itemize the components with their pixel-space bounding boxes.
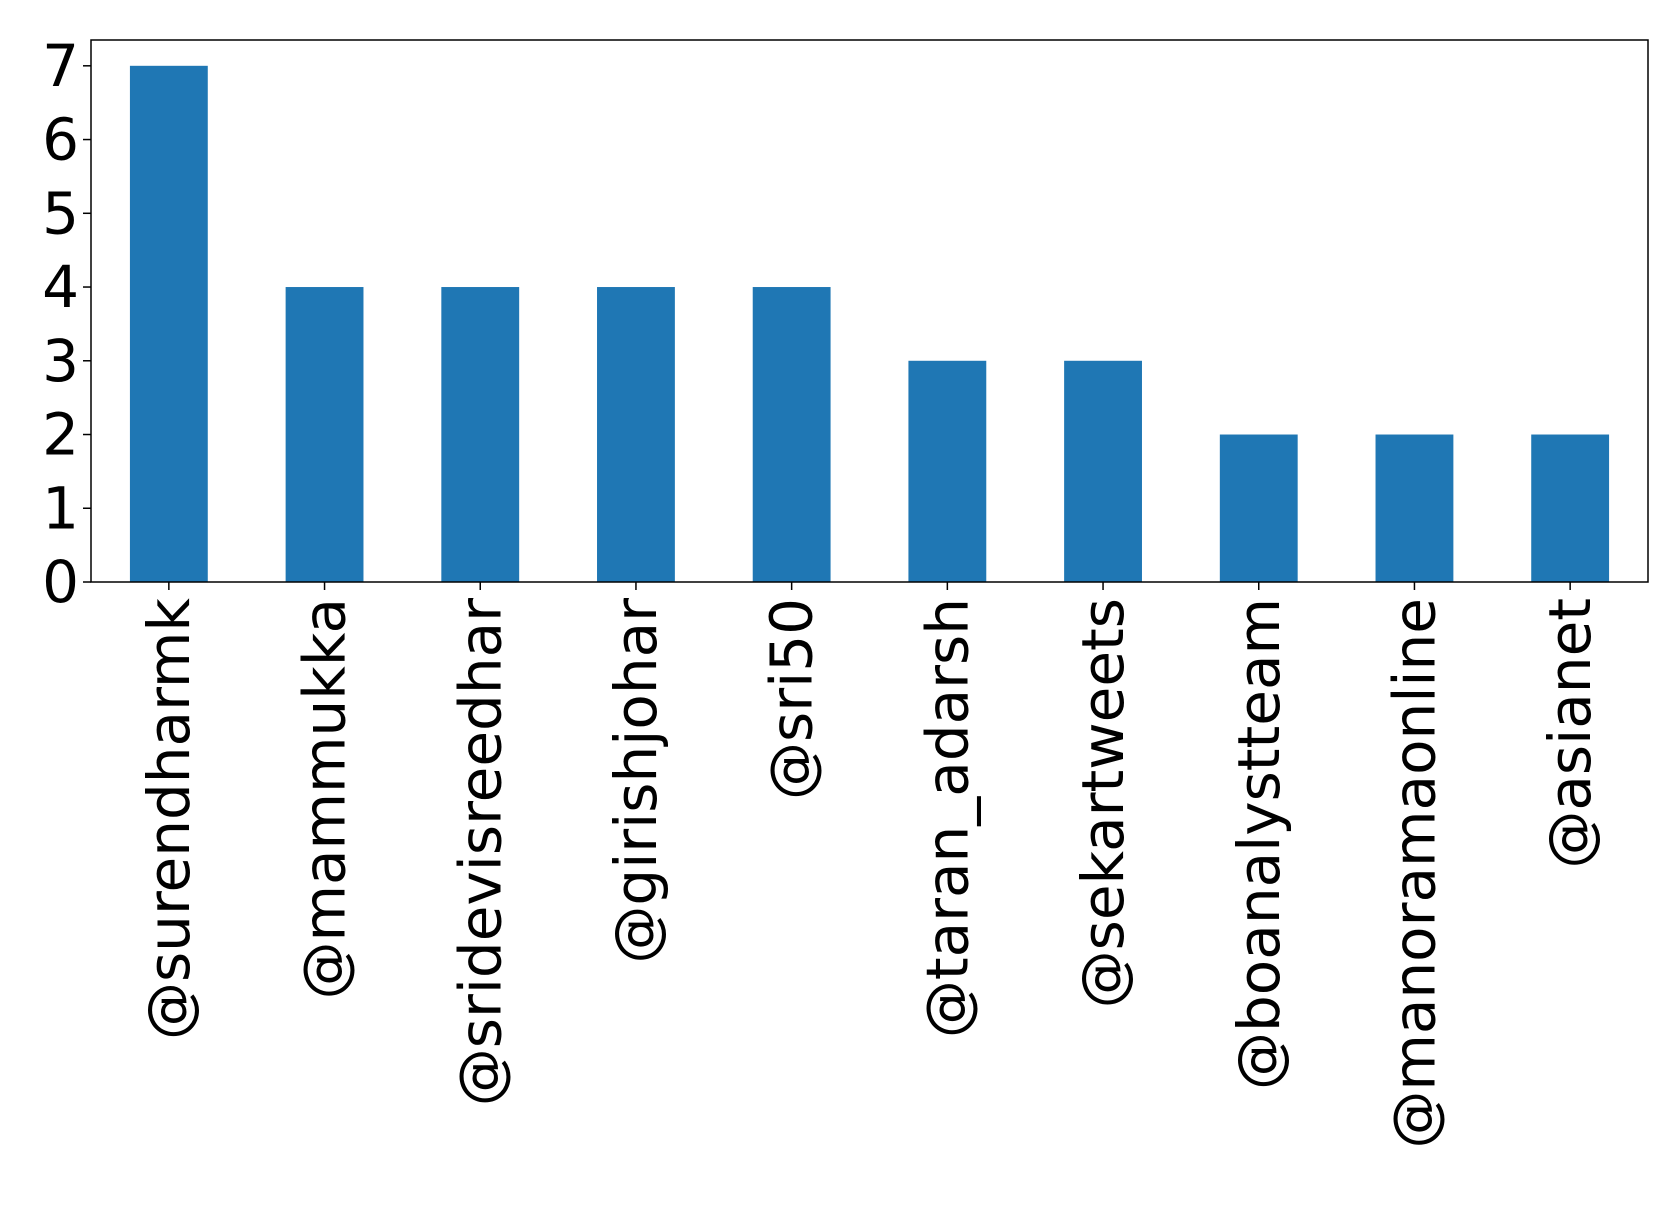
y-tick-label: 0 (42, 548, 79, 616)
x-tick-label: @taran_adarsh (913, 598, 981, 1038)
y-tick-label: 3 (42, 327, 79, 395)
plot-frame (90, 39, 1649, 583)
x-tick-label: @asianet (1536, 598, 1604, 869)
y-tick-label: 6 (42, 106, 79, 174)
bar (1219, 434, 1298, 582)
y-tick-label: 4 (42, 253, 79, 321)
bar (908, 360, 987, 582)
x-tick-label: @sekartweets (1069, 598, 1137, 1008)
x-tick-label: @mammukka (291, 598, 359, 1000)
y-tick-label: 5 (42, 179, 79, 247)
x-tick-label: @surendharmk (135, 598, 203, 1040)
x-tick-label: @sridevisreedhar (446, 598, 514, 1106)
bar (129, 65, 208, 583)
x-tick-label: @boanalystteam (1225, 598, 1293, 1090)
y-tick-label: 1 (42, 474, 79, 542)
x-tick-label: @sri50 (758, 598, 826, 800)
y-tick-label: 7 (42, 32, 79, 100)
x-tick-label: @girishjohar (602, 598, 670, 964)
y-tick-label: 2 (42, 401, 79, 469)
x-axis: @surendharmk @mammukka @sridevisreedhar @gi… (135, 582, 1604, 1149)
bar (1375, 434, 1454, 582)
bar (1064, 360, 1142, 582)
bars-group (129, 65, 1610, 583)
bar (597, 287, 675, 582)
bar (752, 287, 831, 582)
bar (441, 287, 520, 582)
bar (285, 287, 364, 582)
x-tick-label: @manoramaonline (1380, 598, 1448, 1149)
bar (1531, 434, 1610, 582)
